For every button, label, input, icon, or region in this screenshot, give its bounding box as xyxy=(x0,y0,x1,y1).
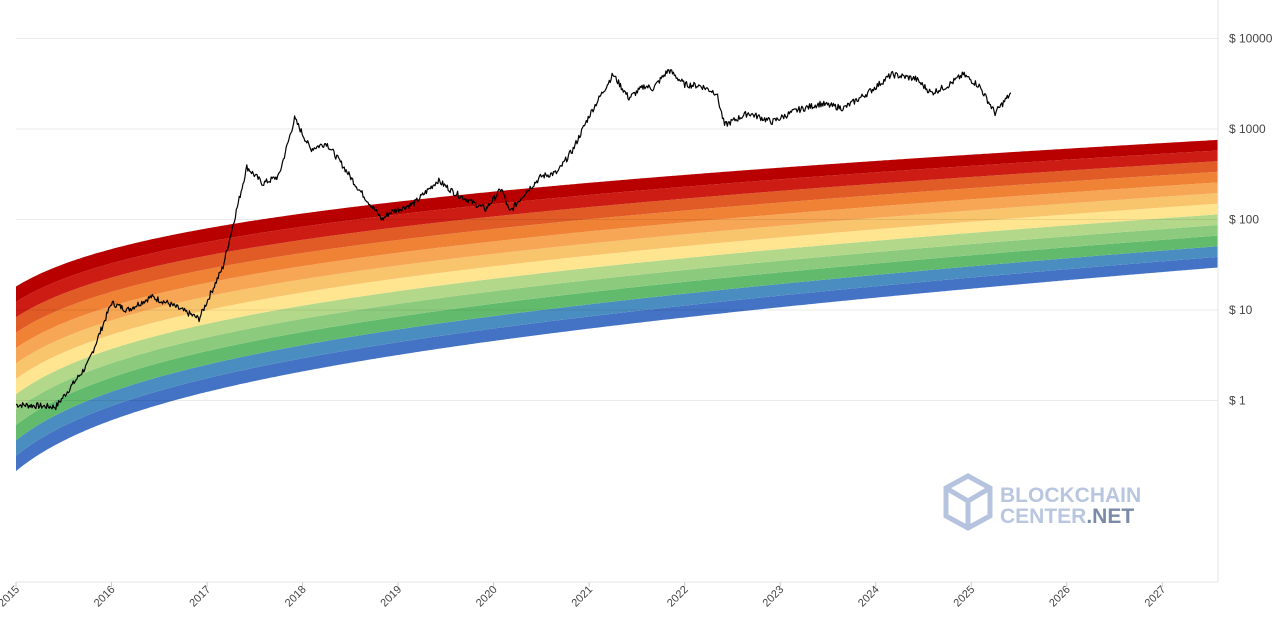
rainbow-band-6 xyxy=(16,193,1218,379)
y-axis: $ 10000 $ 1000 $ 100 $ 10 $ 1 xyxy=(1229,32,1273,408)
rainbow-band-8 xyxy=(16,171,1218,348)
price-series xyxy=(15,69,1012,411)
y-tick-label: $ 1 xyxy=(1229,394,1246,408)
rainbow-bands xyxy=(16,139,1218,472)
y-tick-label: $ 100 xyxy=(1229,213,1259,227)
price-line-0 xyxy=(15,69,1012,411)
rainbow-band-4 xyxy=(16,214,1218,410)
y-tick-label: $ 1000 xyxy=(1229,122,1266,136)
watermark-line2b: .NET xyxy=(1086,505,1134,528)
rainbow-band-11 xyxy=(16,139,1218,302)
x-tick-label: 2020 xyxy=(474,584,500,610)
rainbow-band-7 xyxy=(16,182,1218,364)
x-tick-label: 2023 xyxy=(761,584,787,610)
cube-logo-icon xyxy=(943,473,993,531)
x-tick-label: 2018 xyxy=(283,584,309,610)
x-tick-label: 2027 xyxy=(1143,584,1169,610)
x-tick-label: 2025 xyxy=(952,584,978,610)
x-tick-label: 2022 xyxy=(665,584,691,610)
watermark-line2a: CENTER xyxy=(1000,505,1086,528)
rainbow-band-9 xyxy=(16,161,1218,333)
y-tick-label: $ 10000 xyxy=(1229,32,1273,46)
x-tick-label: 2016 xyxy=(92,584,118,610)
x-tick-label: 2019 xyxy=(378,584,404,610)
rainbow-band-5 xyxy=(16,203,1218,395)
rainbow-band-10 xyxy=(16,150,1218,318)
watermark-line1: BLOCKCHAIN xyxy=(1000,484,1141,507)
x-axis: 2015 2016 2017 2018 2019 2020 2021 2022 2023 2024… xyxy=(0,582,1168,609)
x-tick-label: 2024 xyxy=(856,584,882,610)
y-tick-label: $ 10 xyxy=(1229,303,1253,317)
x-tick-label: 2026 xyxy=(1047,584,1073,610)
grid-lines xyxy=(16,0,1219,583)
x-tick-label: 2015 xyxy=(0,584,22,610)
x-tick-label: 2021 xyxy=(569,584,595,610)
svg-text:CENTER.NET: CENTER.NET xyxy=(1000,505,1134,528)
x-tick-label: 2017 xyxy=(187,584,213,610)
blockchaincenter-logo: BLOCKCHAIN CENTER.NET xyxy=(943,473,1141,531)
